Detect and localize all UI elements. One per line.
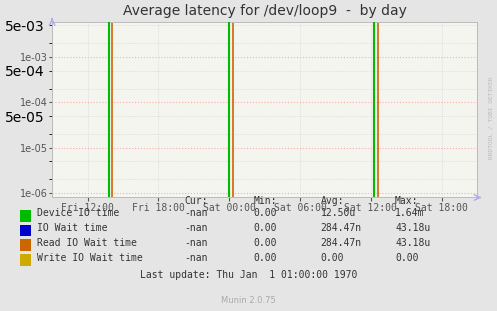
Text: Read IO Wait time: Read IO Wait time bbox=[37, 238, 137, 248]
Text: 284.47n: 284.47n bbox=[321, 238, 362, 248]
Text: IO Wait time: IO Wait time bbox=[37, 223, 108, 233]
Text: Avg:: Avg: bbox=[321, 196, 344, 206]
Text: Munin 2.0.75: Munin 2.0.75 bbox=[221, 296, 276, 305]
Text: Min:: Min: bbox=[253, 196, 277, 206]
Text: Max:: Max: bbox=[395, 196, 418, 206]
Text: Device IO time: Device IO time bbox=[37, 208, 119, 218]
Text: -nan: -nan bbox=[184, 208, 207, 218]
Text: 0.00: 0.00 bbox=[321, 253, 344, 262]
Text: RRDTOOL / TOBI OETIKER: RRDTOOL / TOBI OETIKER bbox=[489, 77, 494, 160]
Text: 284.47n: 284.47n bbox=[321, 223, 362, 233]
Text: 12.50u: 12.50u bbox=[321, 208, 356, 218]
Text: Write IO Wait time: Write IO Wait time bbox=[37, 253, 143, 262]
Text: 43.18u: 43.18u bbox=[395, 238, 430, 248]
Text: Cur:: Cur: bbox=[184, 196, 207, 206]
Text: 0.00: 0.00 bbox=[253, 253, 277, 262]
Text: -nan: -nan bbox=[184, 253, 207, 262]
Text: Last update: Thu Jan  1 01:00:00 1970: Last update: Thu Jan 1 01:00:00 1970 bbox=[140, 270, 357, 280]
Text: 1.64m: 1.64m bbox=[395, 208, 424, 218]
Text: 43.18u: 43.18u bbox=[395, 223, 430, 233]
Text: 0.00: 0.00 bbox=[253, 238, 277, 248]
Text: -nan: -nan bbox=[184, 223, 207, 233]
Title: Average latency for /dev/loop9  -  by day: Average latency for /dev/loop9 - by day bbox=[123, 4, 407, 18]
Text: -nan: -nan bbox=[184, 238, 207, 248]
Y-axis label: seconds: seconds bbox=[0, 88, 2, 131]
Text: 0.00: 0.00 bbox=[253, 223, 277, 233]
Text: 0.00: 0.00 bbox=[253, 208, 277, 218]
Text: 0.00: 0.00 bbox=[395, 253, 418, 262]
